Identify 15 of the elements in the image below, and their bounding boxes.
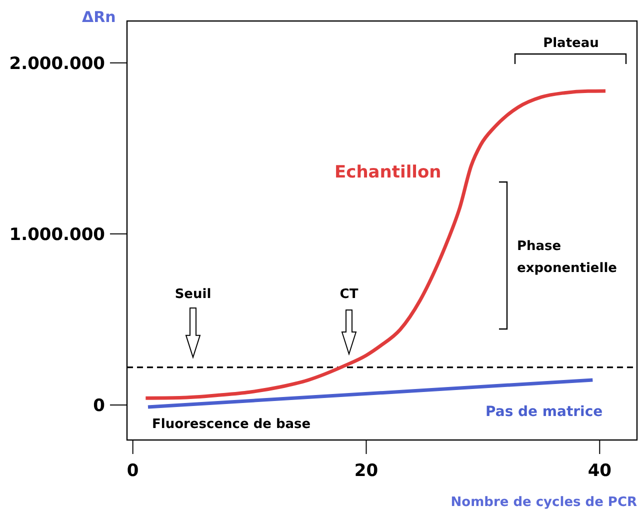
x-axis-title: Nombre de cycles de PCR <box>450 495 637 510</box>
series-label: Echantillon <box>334 162 442 183</box>
y-tick-label: 2.000.000 <box>9 54 106 74</box>
y-tick-label: 0 <box>93 396 106 416</box>
annotation: Phase exponentielle <box>517 239 618 276</box>
series-label: Pas de matrice <box>485 404 603 420</box>
x-tick-label: 40 <box>588 461 612 481</box>
annotation: Fluorescence de base <box>152 417 311 432</box>
x-tick-label: 20 <box>354 461 378 481</box>
x-tick-label: 0 <box>126 461 139 481</box>
annotation: Plateau <box>543 36 599 51</box>
y-tick-label: 1.000.000 <box>9 224 106 245</box>
ref-line-label: Seuil <box>174 287 212 302</box>
y-axis-title: ΔRn <box>82 8 116 26</box>
annotation: CT <box>340 287 358 302</box>
